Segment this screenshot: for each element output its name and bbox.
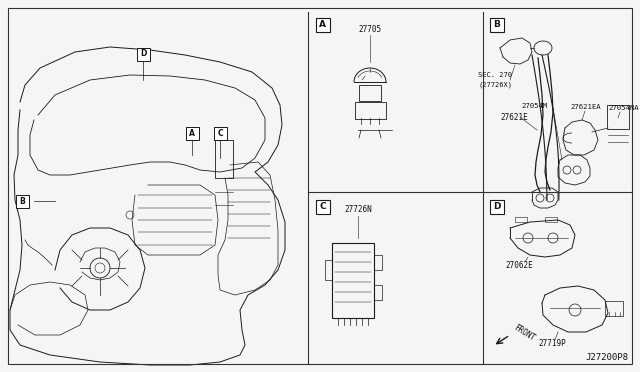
Text: A: A <box>189 128 195 138</box>
Text: (27726X): (27726X) <box>478 82 512 88</box>
FancyBboxPatch shape <box>490 199 504 214</box>
Text: 27621EA: 27621EA <box>570 104 600 110</box>
Bar <box>325 260 332 280</box>
Text: 27054M: 27054M <box>522 103 548 109</box>
Text: J27200P8: J27200P8 <box>585 353 628 362</box>
Text: 27726N: 27726N <box>344 205 372 215</box>
Bar <box>374 285 382 300</box>
Bar <box>605 301 623 316</box>
Bar <box>374 255 382 270</box>
Text: SEC. 270: SEC. 270 <box>478 72 512 78</box>
Text: D: D <box>493 202 500 211</box>
FancyBboxPatch shape <box>136 48 150 61</box>
Bar <box>515 217 527 222</box>
FancyBboxPatch shape <box>15 195 29 208</box>
Text: 27621E: 27621E <box>500 113 528 122</box>
Text: 27705: 27705 <box>358 26 381 35</box>
Text: 27062E: 27062E <box>505 260 532 269</box>
Text: A: A <box>319 20 326 29</box>
Text: C: C <box>319 202 326 211</box>
FancyBboxPatch shape <box>490 17 504 32</box>
Text: C: C <box>217 128 223 138</box>
Text: 27054NA: 27054NA <box>608 105 639 111</box>
Bar <box>545 217 557 222</box>
Text: 27719P: 27719P <box>538 339 566 347</box>
Text: D: D <box>140 49 146 58</box>
Text: FRONT: FRONT <box>512 323 536 343</box>
Text: B: B <box>493 20 500 29</box>
Bar <box>332 243 374 318</box>
FancyBboxPatch shape <box>316 199 330 214</box>
FancyBboxPatch shape <box>186 126 198 140</box>
FancyBboxPatch shape <box>214 126 227 140</box>
Text: B: B <box>19 196 25 205</box>
Bar <box>215 140 233 178</box>
FancyBboxPatch shape <box>316 17 330 32</box>
